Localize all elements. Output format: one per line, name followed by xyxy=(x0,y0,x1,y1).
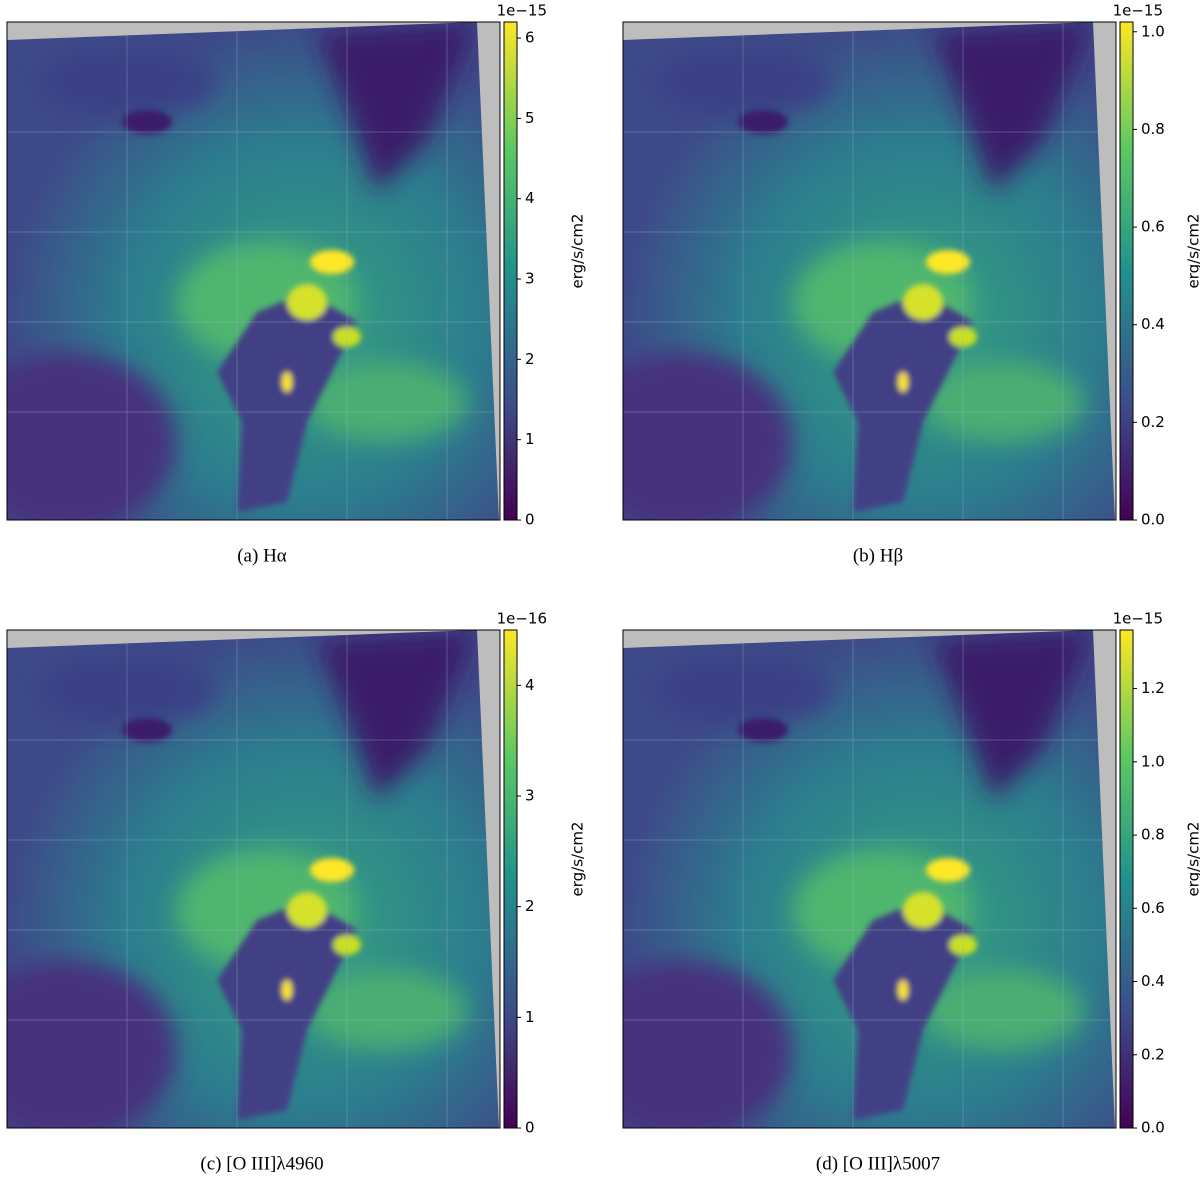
offset-text: 1e−15 xyxy=(497,2,547,20)
caption: (d) [O III]λ5007 xyxy=(816,1153,940,1174)
colorbar-label: erg/s/cm2 xyxy=(569,214,587,289)
colorbar-tick-label: 0.0 xyxy=(1141,511,1165,529)
colorbar-tick-label: 1.0 xyxy=(1141,22,1165,40)
offset-text: 1e−16 xyxy=(497,610,547,628)
image-frame xyxy=(6,21,501,521)
colorbar-tick-label: 1 xyxy=(525,430,535,448)
image-frame xyxy=(6,629,501,1129)
colorbar-tick-label: 0 xyxy=(525,1119,535,1137)
nebula-image xyxy=(0,22,500,532)
colorbar-tick-label: 3 xyxy=(525,270,535,288)
colorbar-tick-label: 0 xyxy=(525,511,535,529)
colorbar xyxy=(1119,629,1134,1129)
colorbar-tick-label: 0.2 xyxy=(1141,1045,1165,1063)
image-frame xyxy=(622,629,1117,1129)
image-frame xyxy=(622,21,1117,521)
caption: (a) Hα xyxy=(237,545,287,566)
colorbar-tick-label: 0.8 xyxy=(1141,120,1165,138)
colorbar xyxy=(503,629,518,1129)
nebula-image xyxy=(573,22,1116,532)
colorbar xyxy=(503,21,518,521)
colorbar-tick-label: 5 xyxy=(525,109,535,127)
colorbar-label: erg/s/cm2 xyxy=(1185,822,1200,897)
colorbar-tick-label: 4 xyxy=(525,189,535,207)
colorbar-tick-label: 0.4 xyxy=(1141,972,1165,990)
caption: (c) [O III]λ4960 xyxy=(200,1153,323,1174)
colorbar-tick-label: 0.2 xyxy=(1141,413,1165,431)
colorbar-tick-label: 0.6 xyxy=(1141,218,1165,236)
nebula-image xyxy=(573,630,1116,1140)
colorbar-tick-label: 0.0 xyxy=(1141,1119,1165,1137)
caption: (b) Hβ xyxy=(853,545,903,566)
colorbar-tick-label: 3 xyxy=(525,787,535,805)
colorbar-tick-label: 1.0 xyxy=(1141,752,1165,770)
colorbar-tick-label: 4 xyxy=(525,676,535,694)
colorbar-tick-label: 6 xyxy=(525,29,535,47)
colorbar-tick-label: 2 xyxy=(525,350,535,368)
offset-text: 1e−15 xyxy=(1113,2,1163,20)
colorbar-tick-label: 2 xyxy=(525,897,535,915)
colorbar xyxy=(1119,21,1134,521)
colorbar-tick-label: 1.2 xyxy=(1141,679,1165,697)
colorbar-tick-label: 1 xyxy=(525,1008,535,1026)
colorbar-label: erg/s/cm2 xyxy=(569,822,587,897)
colorbar-tick-label: 0.4 xyxy=(1141,315,1165,333)
offset-text: 1e−15 xyxy=(1113,610,1163,628)
nebula-image xyxy=(0,630,500,1140)
colorbar-label: erg/s/cm2 xyxy=(1185,214,1200,289)
colorbar-tick-label: 0.6 xyxy=(1141,899,1165,917)
colorbar-tick-label: 0.8 xyxy=(1141,826,1165,844)
